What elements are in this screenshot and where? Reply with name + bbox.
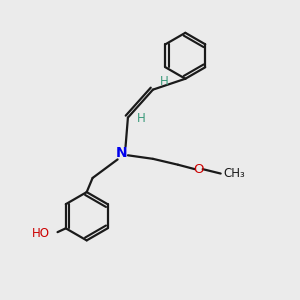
Text: O: O xyxy=(193,163,204,176)
Text: N: N xyxy=(116,146,128,160)
Text: HO: HO xyxy=(32,227,50,240)
Text: H: H xyxy=(160,75,169,88)
Text: H: H xyxy=(137,112,146,125)
Text: CH₃: CH₃ xyxy=(224,167,245,180)
